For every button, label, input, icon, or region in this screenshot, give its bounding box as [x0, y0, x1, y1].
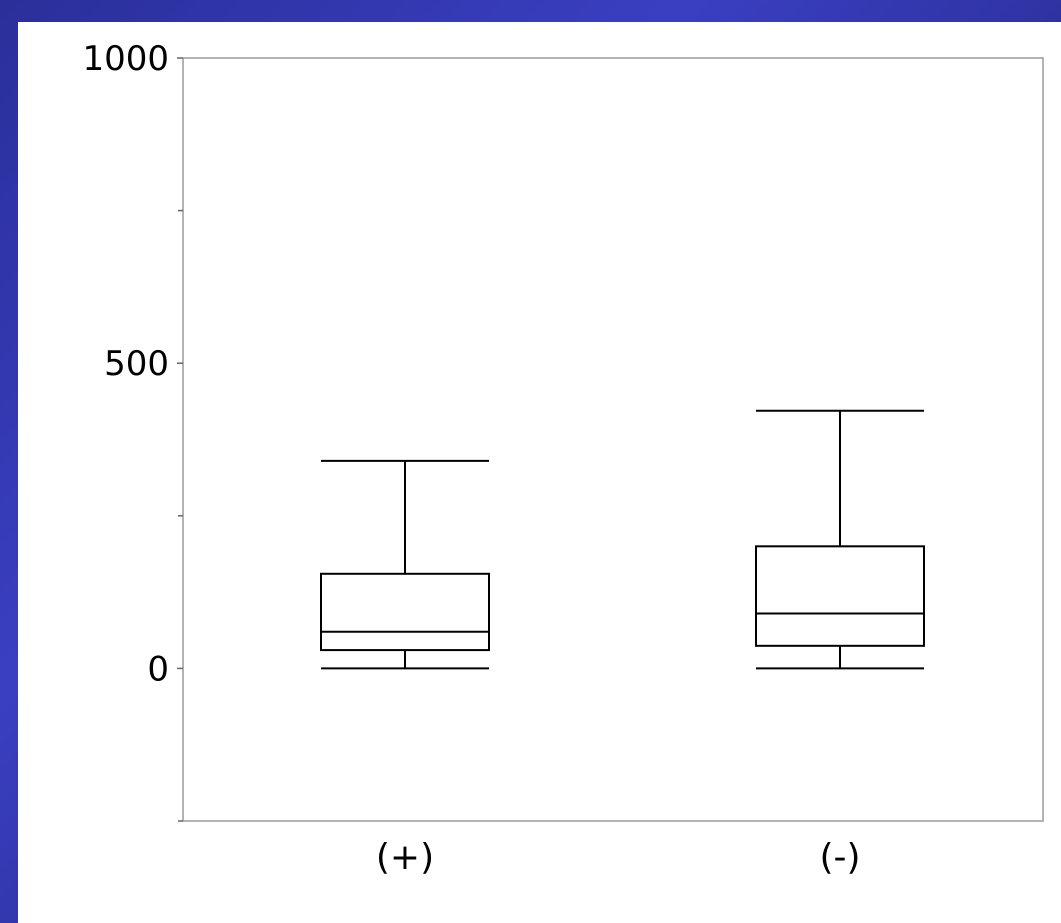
plot-frame — [182, 57, 1044, 822]
iqr-box — [320, 572, 490, 652]
axes: 0 500 1000 — [82, 39, 1044, 822]
category-label: (-) — [819, 837, 860, 878]
box-1 — [320, 459, 490, 670]
boxes — [320, 409, 925, 670]
chart-panel — [18, 22, 1061, 923]
y-tick-label: 500 — [104, 344, 169, 384]
category-label: (+) — [376, 837, 434, 878]
box-2 — [755, 409, 925, 670]
y-tick-label: 1000 — [82, 39, 169, 79]
y-tick-label: 0 — [147, 649, 169, 689]
labels: (+) (-) — [376, 837, 861, 878]
iqr-box — [755, 545, 925, 647]
